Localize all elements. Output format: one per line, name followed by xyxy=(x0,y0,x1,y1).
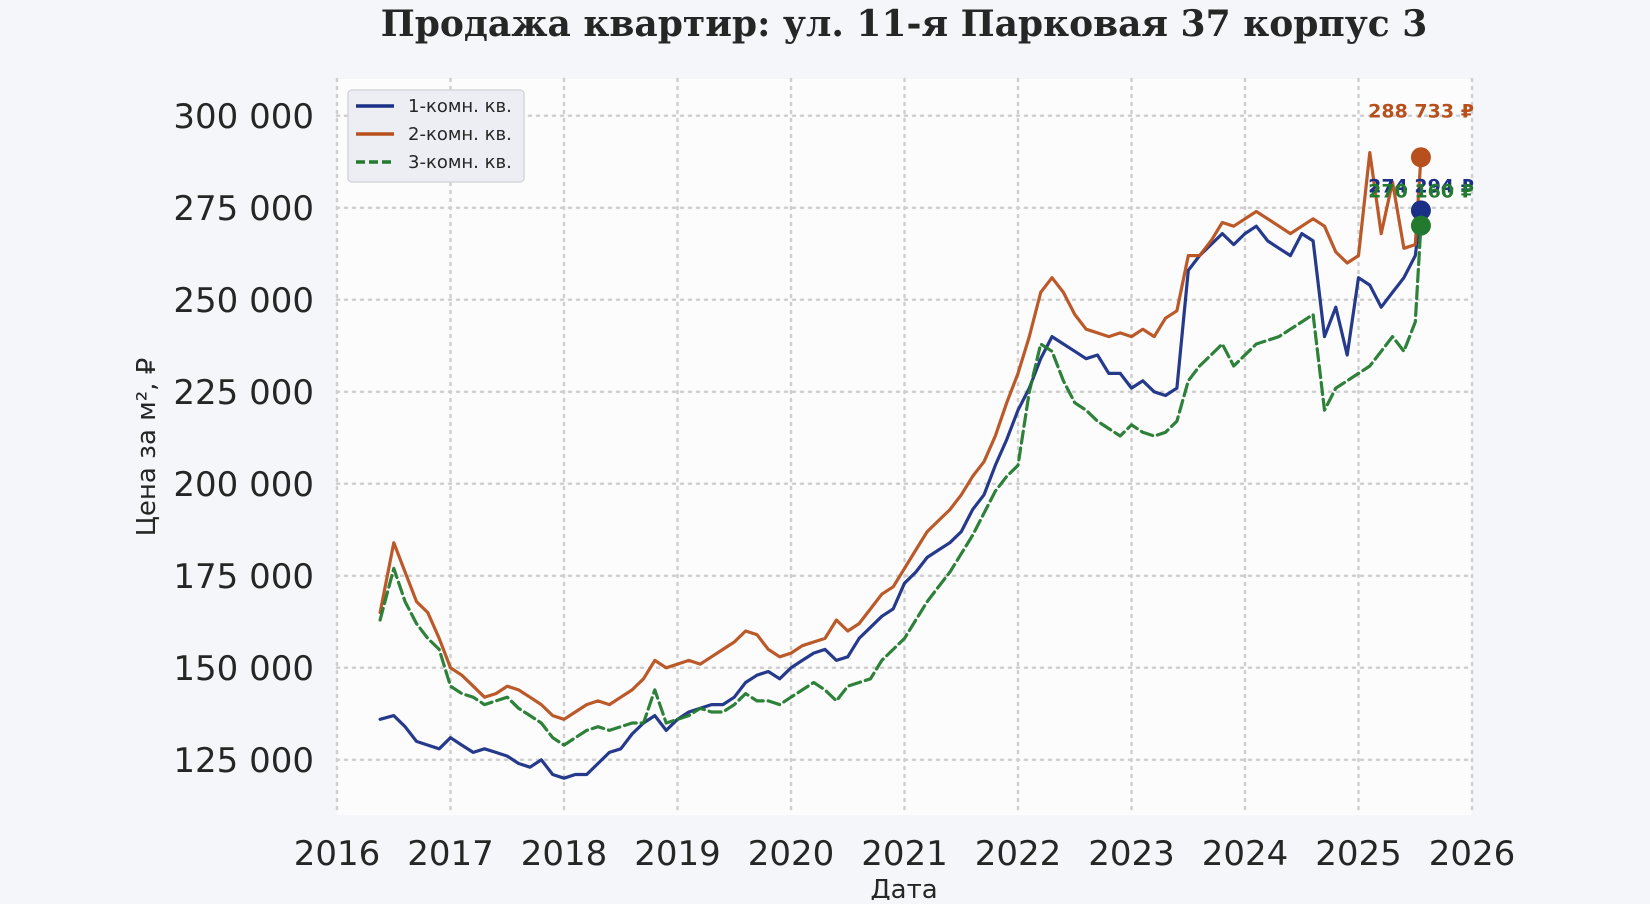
series-end-marker-3 xyxy=(1410,215,1431,236)
legend-label-2: 2-комн. кв. xyxy=(408,124,512,145)
y-tick-label: 200 000 xyxy=(173,465,314,505)
series-end-label-3: 270 160 ₽ xyxy=(1368,181,1474,203)
x-tick-label: 2026 xyxy=(1429,834,1516,874)
series-end-label-2: 288 733 ₽ xyxy=(1368,100,1474,122)
y-tick-label: 250 000 xyxy=(173,281,314,321)
series-end-label-1: 274 294 ₽ xyxy=(1368,175,1474,197)
series-end-marker-1 xyxy=(1410,200,1431,221)
x-tick-label: 2018 xyxy=(521,834,608,874)
x-tick-label: 2019 xyxy=(634,834,721,874)
x-tick-label: 2022 xyxy=(975,834,1062,874)
x-tick-label: 2017 xyxy=(407,834,494,874)
chart-title: Продажа квартир: ул. 11-я Парковая 37 ко… xyxy=(381,3,1428,45)
x-axis: 2016 2017 2018 2019 2020 2021 2022 2023 2024 2025… xyxy=(294,834,1516,874)
y-tick-label: 300 000 xyxy=(173,97,314,137)
y-tick-label: 175 000 xyxy=(173,557,314,597)
legend-label-1: 1-комн. кв. xyxy=(408,96,512,117)
series-line-1 xyxy=(378,208,1423,780)
y-axis-label: Цена за м², ₽ xyxy=(132,358,162,537)
y-tick-label: 150 000 xyxy=(173,649,314,689)
legend-label-3: 3-комн. кв. xyxy=(408,152,512,173)
x-tick-label: 2024 xyxy=(1202,834,1289,874)
end-markers: 274 294 ₽ 288 733 ₽ 270 160 ₽ xyxy=(1368,100,1474,236)
y-axis: 125 000 150 000 175 000 200 000 225 000 250 0… xyxy=(173,97,314,781)
legend-box xyxy=(347,89,525,183)
x-tick-label: 2023 xyxy=(1088,834,1175,874)
y-tick-label: 125 000 xyxy=(173,741,314,781)
series-line-2 xyxy=(378,151,1423,721)
x-tick-label: 2021 xyxy=(861,834,948,874)
x-tick-label: 2016 xyxy=(294,834,381,874)
x-tick-label: 2025 xyxy=(1315,834,1402,874)
y-tick-label: 225 000 xyxy=(173,373,314,413)
grid xyxy=(335,77,1474,817)
legend: 1-комн. кв. 2-комн. кв. 3-комн. кв. xyxy=(347,89,525,183)
y-tick-label: 275 000 xyxy=(173,189,314,229)
series-line-3 xyxy=(378,224,1423,747)
series-group xyxy=(378,151,1423,780)
series-end-marker-2 xyxy=(1410,147,1431,168)
x-tick-label: 2020 xyxy=(748,834,835,874)
x-axis-label: Дата xyxy=(870,875,937,900)
